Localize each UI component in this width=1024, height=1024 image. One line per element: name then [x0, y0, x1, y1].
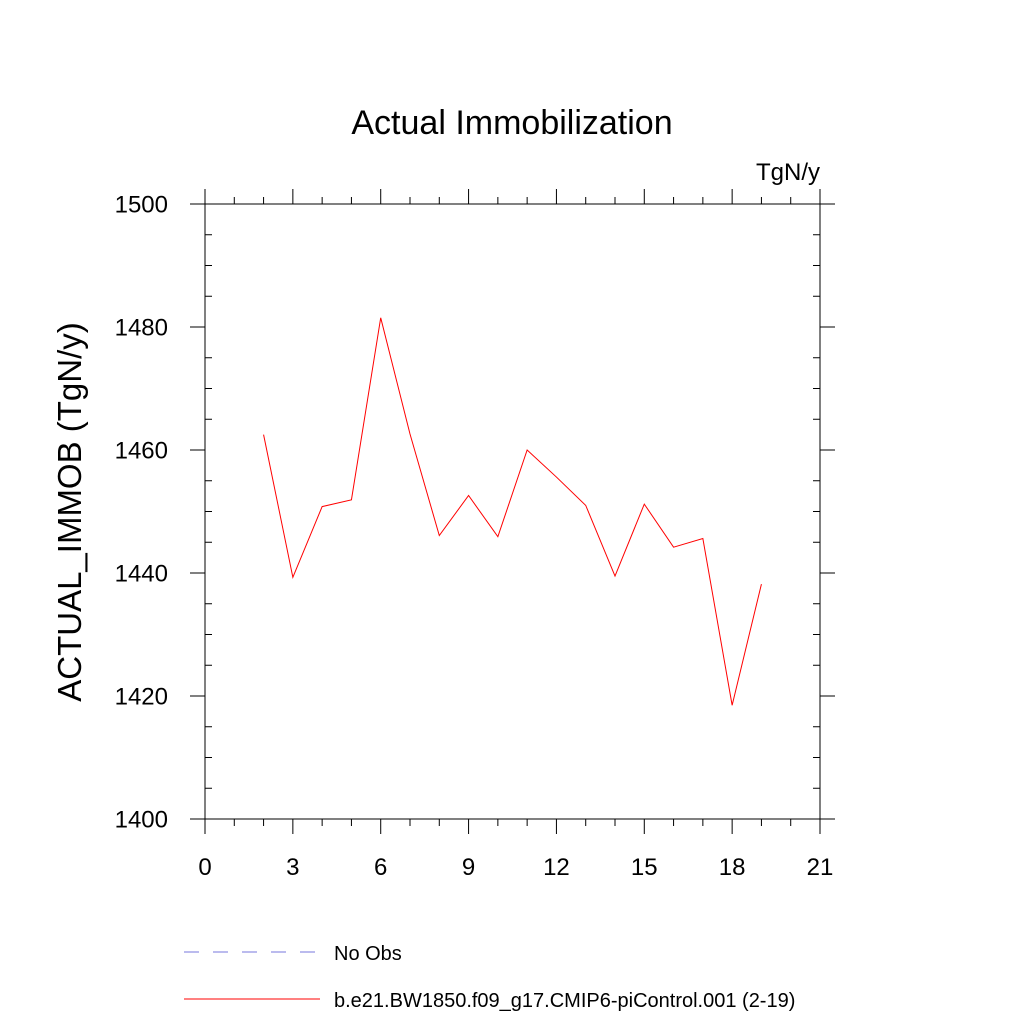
series-layer: [263, 317, 762, 706]
legend: No Obs b.e21.BW1850.f09_g17.CMIP6-piContr…: [184, 943, 795, 1012]
x-tick-label: 21: [807, 854, 834, 881]
chart-title: Actual Immobilization: [351, 104, 672, 142]
axis-ticks: [190, 189, 835, 834]
units-label: TgN/y: [756, 159, 820, 186]
axis-tick-labels: 0 3 6 9 12 15 18 21 1400 1420 1440 1460 1480 1500: [115, 192, 834, 882]
y-tick-label: 1460: [115, 438, 168, 465]
x-tick-label: 6: [374, 854, 387, 881]
x-tick-label: 15: [631, 854, 658, 881]
y-tick-label: 1400: [115, 807, 168, 834]
legend-label: b.e21.BW1850.f09_g17.CMIP6-piControl.001…: [334, 990, 795, 1012]
y-tick-label: 1500: [115, 192, 168, 219]
x-tick-label: 3: [286, 854, 299, 881]
y-tick-label: 1480: [115, 315, 168, 342]
y-tick-label: 1420: [115, 684, 168, 711]
x-tick-label: 0: [198, 854, 211, 881]
x-tick-label: 12: [543, 854, 570, 881]
x-tick-label: 18: [719, 854, 746, 881]
y-tick-label: 1440: [115, 561, 168, 588]
legend-label: No Obs: [334, 943, 402, 965]
y-axis-label: ACTUAL_IMMOB (TgN/y): [51, 322, 88, 702]
x-tick-label: 9: [462, 854, 475, 881]
plot-frame: [204, 203, 821, 820]
series-line: [263, 317, 762, 706]
